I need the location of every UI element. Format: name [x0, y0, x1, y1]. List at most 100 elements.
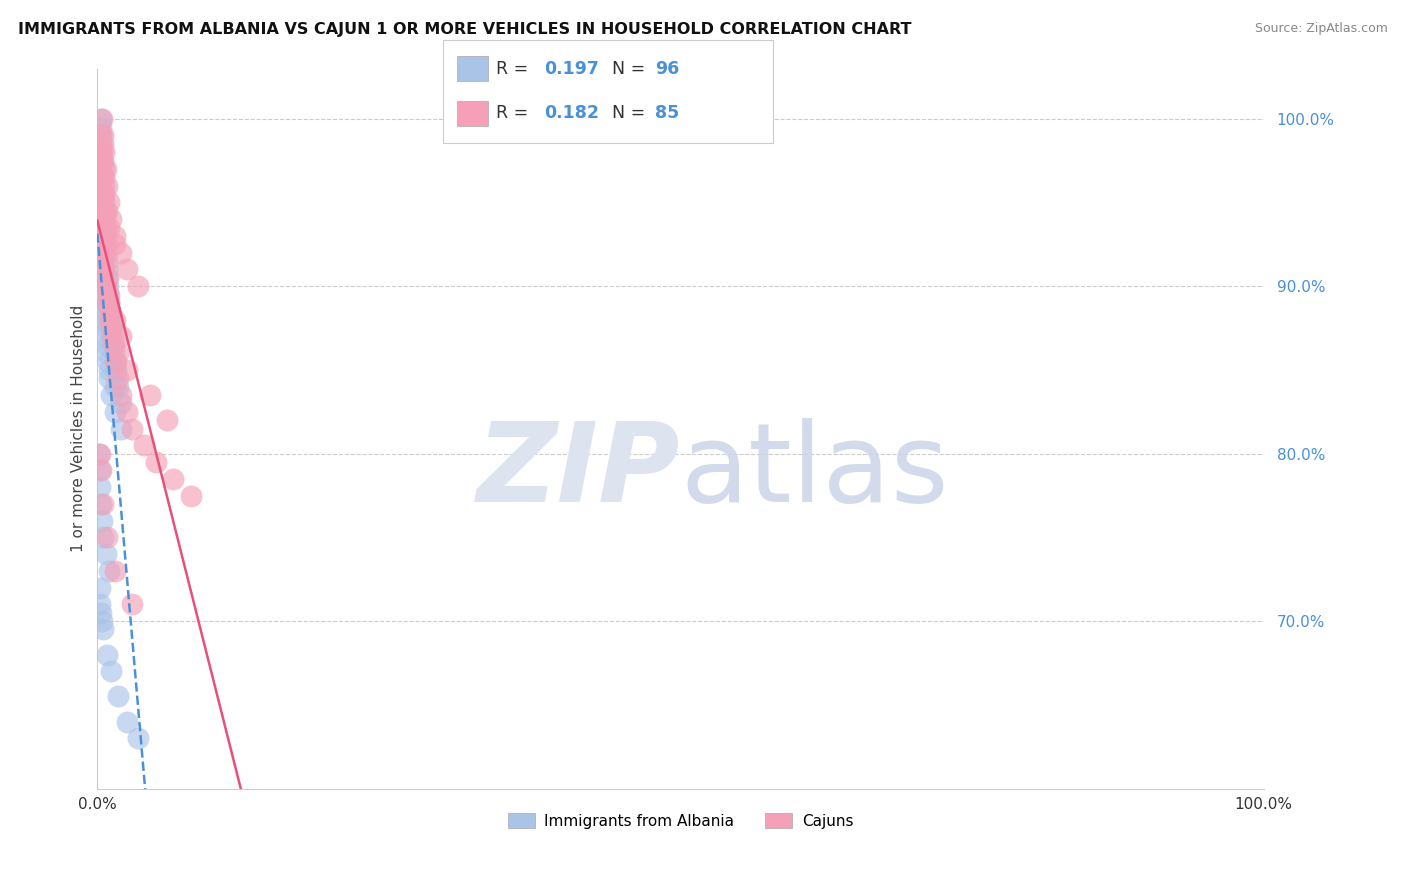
- Point: [87, 447, 110, 461]
- Text: atlas: atlas: [681, 418, 949, 525]
- Text: N =: N =: [612, 104, 651, 122]
- Point: [94, 321, 117, 335]
- Point: [93, 287, 115, 301]
- Point: [93, 187, 115, 202]
- Point: [89, 161, 111, 176]
- Text: 0.182: 0.182: [544, 104, 599, 122]
- Point: [89, 195, 111, 210]
- Point: [89, 153, 111, 168]
- Point: [121, 598, 143, 612]
- Point: [89, 178, 111, 193]
- Point: [87, 212, 110, 227]
- Point: [87, 212, 110, 227]
- Point: [100, 321, 122, 335]
- Point: [100, 329, 122, 343]
- Point: [115, 363, 138, 377]
- Point: [89, 581, 111, 595]
- Point: [93, 170, 115, 185]
- Point: [104, 312, 127, 326]
- Point: [97, 354, 120, 368]
- Point: [89, 447, 111, 461]
- Point: [90, 136, 112, 151]
- Point: [96, 203, 118, 218]
- Point: [90, 170, 112, 185]
- Point: [91, 245, 114, 260]
- Point: [89, 463, 111, 477]
- Point: [90, 145, 112, 160]
- Point: [91, 153, 114, 168]
- Text: 0.197: 0.197: [544, 60, 599, 78]
- Point: [87, 262, 110, 277]
- Point: [98, 363, 121, 377]
- Point: [94, 547, 117, 561]
- Point: [121, 421, 143, 435]
- Point: [96, 296, 118, 310]
- Point: [96, 178, 118, 193]
- Point: [93, 254, 115, 268]
- Point: [89, 245, 111, 260]
- Point: [91, 270, 114, 285]
- Point: [93, 195, 115, 210]
- Point: [98, 296, 121, 310]
- Point: [91, 237, 114, 252]
- Point: [91, 623, 114, 637]
- Point: [94, 203, 117, 218]
- Point: [87, 178, 110, 193]
- Point: [115, 262, 138, 277]
- Point: [98, 287, 121, 301]
- Point: [89, 161, 111, 176]
- Point: [98, 312, 121, 326]
- Point: [89, 178, 111, 193]
- Point: [107, 379, 129, 393]
- Point: [96, 530, 118, 544]
- Point: [103, 346, 125, 360]
- Point: [101, 338, 124, 352]
- Point: [91, 296, 114, 310]
- Point: [94, 245, 117, 260]
- Point: [87, 245, 110, 260]
- Point: [89, 195, 111, 210]
- Point: [100, 321, 122, 335]
- Point: [91, 112, 114, 126]
- Point: [115, 714, 138, 729]
- Point: [91, 312, 114, 326]
- Point: [89, 145, 111, 160]
- Point: [105, 363, 128, 377]
- Point: [87, 128, 110, 143]
- Point: [87, 161, 110, 176]
- Point: [98, 564, 121, 578]
- Point: [156, 413, 179, 427]
- Point: [107, 690, 129, 704]
- Point: [98, 371, 121, 385]
- Point: [94, 220, 117, 235]
- Point: [90, 229, 112, 244]
- Point: [87, 195, 110, 210]
- Point: [89, 195, 111, 210]
- Text: R =: R =: [496, 104, 534, 122]
- Point: [96, 648, 118, 662]
- Point: [87, 220, 110, 235]
- Point: [98, 220, 121, 235]
- Point: [100, 388, 122, 402]
- Point: [87, 254, 110, 268]
- Point: [90, 463, 112, 477]
- Point: [87, 229, 110, 244]
- Point: [105, 354, 128, 368]
- Point: [89, 212, 111, 227]
- Point: [115, 405, 138, 419]
- Point: [89, 229, 111, 244]
- Point: [94, 229, 117, 244]
- Point: [89, 170, 111, 185]
- Point: [103, 338, 125, 352]
- Point: [110, 329, 132, 343]
- Point: [87, 178, 110, 193]
- Point: [91, 170, 114, 185]
- Point: [90, 128, 112, 143]
- Point: [90, 112, 112, 126]
- Point: [93, 178, 115, 193]
- Text: 96: 96: [655, 60, 679, 78]
- Point: [89, 480, 111, 494]
- Point: [104, 354, 127, 368]
- Point: [89, 598, 111, 612]
- Text: 85: 85: [655, 104, 679, 122]
